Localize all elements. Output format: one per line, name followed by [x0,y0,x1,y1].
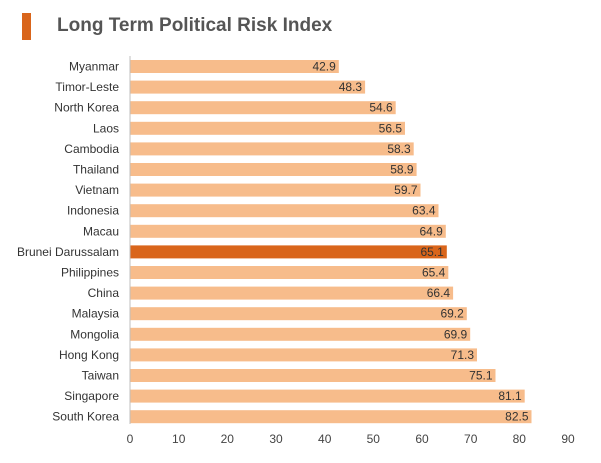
value-label-mongolia: 69.9 [444,327,468,341]
bar-taiwan [130,369,496,382]
category-label-china: China [88,286,120,300]
value-label-myanmar: 42.9 [312,60,336,74]
bar-thailand [130,163,417,176]
category-labels-group: Myanmar Timor-Leste North Korea Laos Cambodi… [17,60,119,424]
x-tick-label-40: 40 [318,432,332,446]
category-label-singapore: Singapore [64,389,119,403]
bar-myanmar [130,60,339,73]
category-label-mongolia: Mongolia [70,327,119,341]
value-label-macau: 64.9 [419,224,443,238]
category-label-thailand: Thailand [73,163,119,177]
x-tick-label-30: 30 [269,432,283,446]
value-label-indonesia: 63.4 [412,204,436,218]
value-label-vietnam: 59.7 [394,183,418,197]
bar-singapore [130,389,525,403]
category-label-taiwan: Taiwan [82,369,119,383]
value-label-cambodia: 58.3 [387,142,411,156]
bar-vietnam [130,183,421,197]
x-tick-label-80: 80 [513,432,527,446]
value-label-north-korea: 54.6 [369,101,393,115]
title-accent-bar [22,13,31,40]
value-label-hong-kong: 71.3 [451,348,475,362]
bar-timor-leste [130,80,366,94]
value-label-thailand: 58.9 [390,163,414,177]
value-label-brunei-darussalam: 65.1 [420,245,444,259]
bar-cambodia [130,142,414,156]
category-label-indonesia: Indonesia [67,204,119,218]
bar-indonesia [130,204,439,218]
x-tick-label-70: 70 [464,432,478,446]
category-label-brunei-darussalam: Brunei Darussalam [17,245,119,259]
x-tick-label-50: 50 [367,432,381,446]
x-tick-label-60: 60 [415,432,429,446]
bars-group [130,60,532,424]
value-label-timor-leste: 48.3 [339,80,363,94]
bar-macau [130,224,446,238]
bar-brunei-darussalam [130,245,447,259]
category-label-cambodia: Cambodia [64,142,119,156]
x-tick-label-20: 20 [221,432,235,446]
chart-title: Long Term Political Risk Index [57,15,333,36]
bar-north-korea [130,101,396,115]
bar-laos [130,121,405,135]
category-label-philippines: Philippines [61,266,119,280]
value-label-philippines: 65.4 [422,266,446,280]
x-tick-label-90: 90 [561,432,575,446]
value-label-singapore: 81.1 [498,389,522,403]
value-label-malaysia: 69.2 [440,307,464,321]
value-labels-group: 42.948.3 54.6 56.5 58.3 58.9 59.7 63.4 64.9 65.1… [312,60,528,424]
category-label-hong-kong: Hong Kong [59,348,119,362]
bar-philippines [130,266,449,279]
bar-china [130,286,454,300]
category-label-myanmar: Myanmar [69,60,119,74]
x-tick-label-10: 10 [172,432,186,446]
category-label-malaysia: Malaysia [72,307,120,321]
value-label-laos: 56.5 [379,121,403,135]
value-label-taiwan: 75.1 [469,369,493,383]
bar-malaysia [130,307,467,321]
x-tick-label-0: 0 [127,432,134,446]
category-label-south-korea: South Korea [52,410,119,424]
bar-south-korea [130,410,532,424]
category-label-north-korea: North Korea [54,101,119,115]
value-label-china: 66.4 [427,286,451,300]
bar-mongolia [130,327,471,341]
value-label-south-korea: 82.5 [505,410,529,424]
category-label-laos: Laos [93,121,119,135]
category-label-macau: Macau [83,224,119,238]
category-label-vietnam: Vietnam [75,183,119,197]
category-label-timor-leste: Timor-Leste [55,80,119,94]
bar-hong-kong [130,348,477,362]
x-axis-ticks-group: 0 10 20 30 40 50 60 70 80 90 [127,432,575,446]
